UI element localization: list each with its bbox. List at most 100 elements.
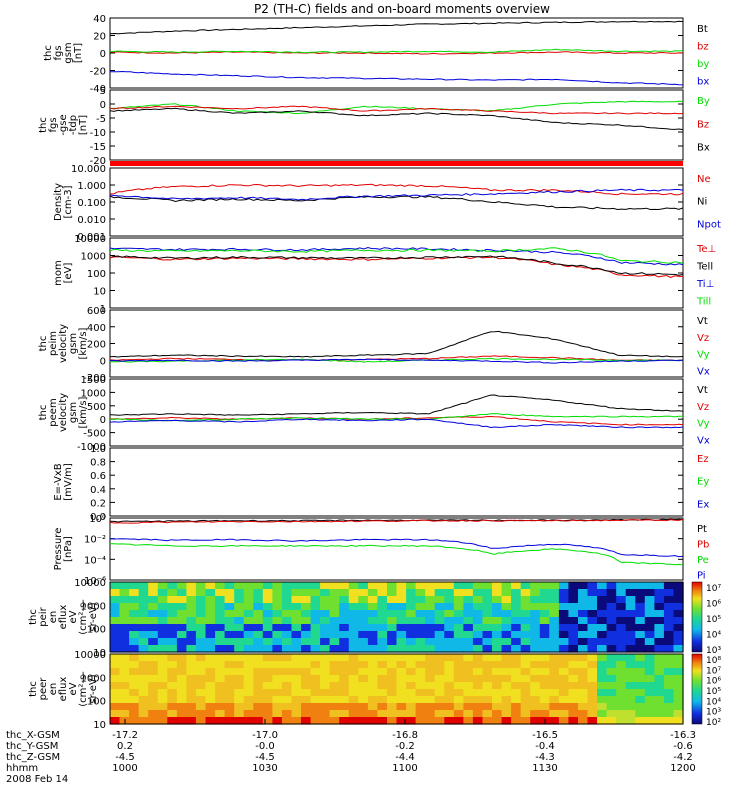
heatmap-cell	[339, 603, 350, 611]
heatmap-cell	[511, 589, 522, 597]
heatmap-cell	[110, 668, 121, 676]
heatmap-cell	[434, 610, 445, 618]
heatmap-cell	[492, 668, 503, 676]
heatmap-cell	[501, 696, 512, 704]
heatmap-cell	[243, 617, 254, 625]
heatmap-cell	[272, 596, 283, 604]
heatmap-cell	[587, 710, 598, 718]
heatmap-cell	[358, 617, 369, 625]
heatmap-cell	[176, 689, 188, 697]
heatmap-cell	[262, 582, 273, 590]
heatmap-cell	[673, 631, 684, 639]
heatmap-cell	[406, 654, 417, 662]
heatmap-cell	[453, 582, 464, 590]
heatmap-cell	[425, 582, 436, 590]
heatmap-cell	[444, 631, 455, 639]
heatmap-cell	[501, 675, 512, 683]
heatmap-cell	[453, 645, 464, 653]
heatmap-cell	[635, 582, 646, 590]
heatmap-cell	[310, 668, 321, 676]
heatmap-cell	[673, 638, 684, 646]
heatmap-cell	[358, 682, 369, 690]
heatmap-cell	[644, 617, 655, 625]
heatmap-cell	[320, 654, 331, 662]
heatmap-cell	[291, 582, 302, 590]
heatmap-cell	[167, 661, 178, 669]
heatmap-cell	[195, 596, 207, 604]
y-axis-label: peir	[38, 606, 49, 626]
heatmap-cell	[654, 631, 665, 639]
heatmap-cell	[673, 589, 684, 597]
heatmap-cell	[644, 603, 655, 611]
heatmap-cell	[434, 661, 445, 669]
heatmap-cell	[205, 596, 216, 604]
heatmap-cell	[301, 645, 312, 653]
heatmap-cell	[492, 710, 503, 718]
heatmap-cell	[358, 596, 369, 604]
heatmap-cell	[606, 717, 617, 725]
heatmap-cell	[463, 582, 474, 590]
heatmap-cell	[663, 631, 675, 639]
heatmap-cell	[597, 710, 608, 718]
ephem-value: -17.0	[252, 730, 278, 741]
heatmap-cell	[568, 645, 579, 653]
heatmap-cell	[587, 589, 598, 597]
heatmap-cell	[597, 654, 608, 662]
heatmap-cell	[654, 582, 665, 590]
heatmap-cell	[272, 582, 283, 590]
heatmap-cell	[339, 624, 350, 632]
heatmap-cell	[367, 703, 379, 711]
y-tick-label: 10⁻⁶	[84, 576, 106, 587]
heatmap-cell	[205, 617, 216, 625]
heatmap-cell	[396, 603, 407, 611]
heatmap-cell	[301, 675, 312, 683]
heatmap-cell	[387, 717, 398, 725]
heatmap-cell	[530, 675, 541, 683]
heatmap-cell	[578, 710, 589, 718]
heatmap-cell	[110, 631, 121, 639]
heatmap-cell	[558, 610, 570, 618]
series-line	[109, 195, 684, 211]
heatmap-cell	[625, 631, 636, 639]
heatmap-cell	[501, 617, 512, 625]
heatmap-cell	[186, 603, 197, 611]
heatmap-cell	[520, 654, 531, 662]
heatmap-cell	[663, 696, 675, 704]
heatmap-cell	[635, 668, 646, 676]
heatmap-cell	[453, 710, 464, 718]
heatmap-cell	[539, 638, 550, 646]
heatmap-cell	[387, 661, 398, 669]
heatmap-cell	[635, 645, 646, 653]
heatmap-cell	[434, 668, 445, 676]
ephem-value: -4.5	[255, 752, 275, 763]
heatmap-cell	[434, 682, 445, 690]
heatmap-cell	[262, 661, 273, 669]
y-axis-label: sr-eV)	[88, 602, 99, 631]
heatmap-cell	[539, 603, 550, 611]
heatmap-cell	[310, 703, 321, 711]
heatmap-cell	[616, 617, 627, 625]
heatmap-cell	[281, 661, 293, 669]
heatmap-cell	[253, 610, 264, 618]
heatmap-cell	[358, 675, 369, 683]
heatmap-cell	[625, 689, 636, 697]
y-tick-label: 0.001	[77, 232, 106, 243]
heatmap-cell	[520, 661, 531, 669]
heatmap-cell	[281, 638, 293, 646]
heatmap-cell	[568, 717, 579, 725]
heatmap-cell	[215, 689, 226, 697]
heatmap-cell	[673, 596, 684, 604]
y-tick-label: 0	[100, 415, 106, 426]
heatmap-cell	[568, 582, 579, 590]
heatmap-cell	[635, 638, 646, 646]
heatmap-cell	[654, 682, 665, 690]
heatmap-cell	[568, 661, 579, 669]
heatmap-cell	[253, 675, 264, 683]
heatmap-cell	[367, 696, 379, 704]
heatmap-cell	[539, 624, 550, 632]
heatmap-cell	[530, 631, 541, 639]
heatmap-cell	[358, 717, 369, 725]
series-line	[109, 330, 684, 358]
heatmap-cell	[110, 710, 121, 718]
heatmap-cell	[501, 589, 512, 597]
